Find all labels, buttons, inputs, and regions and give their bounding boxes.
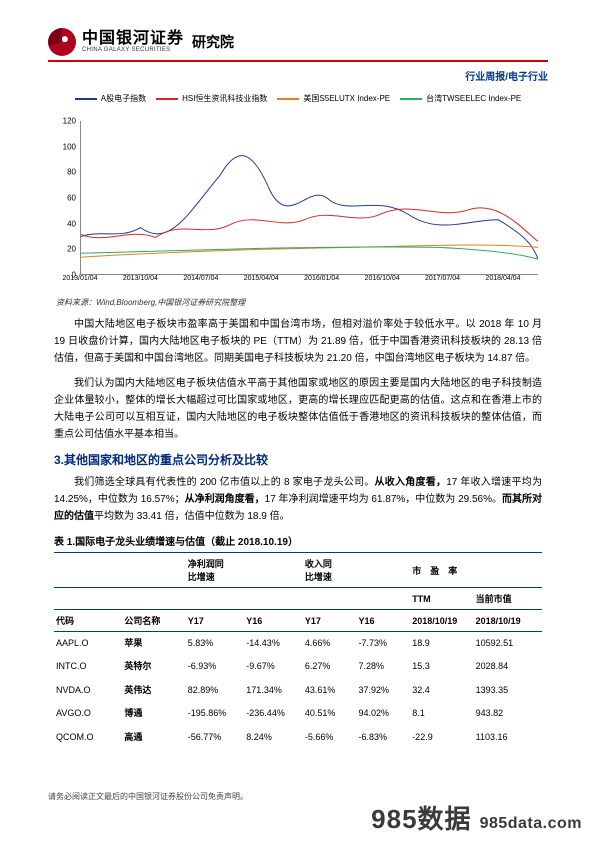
company-name-en: CHINA GALAXY SECURITIES	[82, 47, 184, 53]
footer-brand-en: 985data.com	[480, 815, 582, 833]
chart-svg	[81, 121, 538, 274]
th-group: 市 盈 率	[410, 553, 542, 588]
disclaimer: 请务必阅读正文最后的中国银河证券股份公司免责声明。	[48, 791, 248, 802]
y-tick: 20	[67, 245, 76, 254]
th-sub: 当前市值	[474, 588, 542, 610]
logo-text: 中国银河证券 CHINA GALAXY SECURITIES	[82, 31, 184, 53]
paragraph-3: 我们筛选全球具有代表性的 200 亿市值以上的 8 家电子龙头公司。从收入角度看…	[54, 474, 542, 525]
y-tick: 60	[67, 194, 76, 203]
x-tick: 2014/07/04	[183, 275, 218, 293]
legend-item: A股电子指数	[75, 93, 146, 104]
page-header: 中国银河证券 CHINA GALAXY SECURITIES 研究院	[48, 28, 548, 62]
series-a	[81, 156, 538, 260]
th-c2: Y16	[244, 610, 303, 632]
x-tick: 2016/01/04	[304, 275, 339, 293]
legend-item: 美国S5ELUTX Index-PE	[277, 93, 390, 104]
legend-label: A股电子指数	[101, 93, 146, 104]
y-tick: 100	[63, 142, 76, 151]
table-header-row-1: 净利润同比增速 收入同比增速 市 盈 率	[54, 553, 542, 588]
x-tick: 2013/01/04	[62, 275, 97, 293]
th-c5: 2018/10/19	[410, 610, 473, 632]
table-row: NVDA.O英伟达82.89%171.34%43.61%37.92%32.413…	[54, 678, 542, 701]
p3-m2: 17 年净利润增速平均为 61.87%，中位数为 29.56%。	[265, 494, 502, 505]
legend-label: 美国S5ELUTX Index-PE	[303, 93, 390, 104]
y-axis: 120 100 80 60 40 20 0	[56, 121, 76, 275]
p3-end: 平均数为 33.41 倍，估值中位数为 18.9 倍。	[94, 511, 290, 522]
paragraph-2: 我们认为国内大陆地区电子板块估值水平高于其他国家或地区的原因主要是国内大陆地区的…	[54, 375, 542, 443]
p3-pre: 我们筛选全球具有代表性的 200 亿市值以上的 8 家电子龙头公司。	[74, 477, 375, 488]
th-sub: TTM	[410, 588, 473, 610]
table-caption: 表 1.国际电子龙头业绩增速与估值（截止 2018.10.19）	[54, 533, 542, 548]
data-table: 净利润同比增速 收入同比增速 市 盈 率 TTM 当前市值 代码 公司名称 Y1…	[54, 552, 542, 749]
plot-area	[80, 121, 538, 275]
table-row: AAPL.O苹果5.83%-14.43%4.66%-7.73%18.910592…	[54, 632, 542, 655]
chart-legend: A股电子指数 HSI恒生资讯科技业指数 美国S5ELUTX Index-PE 台…	[56, 93, 540, 104]
x-tick: 2015/04/04	[244, 275, 279, 293]
paragraph-1: 中国大陆地区电子板块市盈率高于美国和中国台湾市场，但相对溢价率处于较低水平。以 …	[54, 316, 542, 367]
institute-label: 研究院	[192, 32, 234, 52]
th-c1: Y17	[186, 610, 245, 632]
logo-swirl-icon	[48, 28, 76, 56]
x-tick: 2013/10/04	[123, 275, 158, 293]
y-tick: 40	[67, 219, 76, 228]
th-name: 公司名称	[122, 610, 185, 632]
th-blank	[122, 553, 185, 588]
legend-label: 台湾TWSEELEC Index-PE	[426, 93, 521, 104]
table-body: AAPL.O苹果5.83%-14.43%4.66%-7.73%18.910592…	[54, 632, 542, 749]
legend-swatch	[400, 98, 422, 100]
table-header-row-2: 代码 公司名称 Y17 Y16 Y17 Y16 2018/10/19 2018/…	[54, 610, 542, 632]
th-c6: 2018/10/19	[474, 610, 542, 632]
table-row: INTC.O英特尔-6.93%-9.67%6.27%7.28%15.32028.…	[54, 655, 542, 678]
section-title: 3.其他国家和地区的重点公司分析及比较	[54, 451, 542, 468]
legend-swatch	[156, 98, 178, 100]
legend-swatch	[277, 98, 299, 100]
doc-type: 行业周报/电子行业	[48, 68, 548, 83]
table-header-row-1b: TTM 当前市值	[54, 588, 542, 610]
th-group: 净利润同比增速	[186, 553, 303, 588]
footer-brand: 985数据 985data.com	[371, 799, 582, 836]
y-tick: 120	[63, 117, 76, 126]
table-row: AVGO.O博通-195.86%-236.44%40.51%94.02%8.19…	[54, 702, 542, 725]
y-tick: 80	[67, 168, 76, 177]
x-axis: 2013/01/04 2013/10/04 2014/07/04 2015/04…	[80, 275, 538, 293]
th-blank	[54, 553, 122, 588]
legend-item: 台湾TWSEELEC Index-PE	[400, 93, 521, 104]
x-tick: 2018/04/04	[485, 275, 520, 293]
company-name-cn: 中国银河证券	[82, 31, 184, 47]
legend-swatch	[75, 98, 97, 100]
table-row: QCOM.O高通-56.77%8.24%-5.66%-6.83%-22.9110…	[54, 725, 542, 748]
legend-label: HSI恒生资讯科技业指数	[182, 93, 267, 104]
x-tick: 2017/07/04	[425, 275, 460, 293]
th-code: 代码	[54, 610, 122, 632]
chart-source: 资料来源：Wind,Bloomberg,中国银河证券研究院整理	[56, 297, 540, 308]
th-c4: Y16	[357, 610, 411, 632]
th-group: 收入同比增速	[303, 553, 410, 588]
footer-brand-cn: 985数据	[371, 799, 471, 836]
p3-b2: 从净利润角度看，	[185, 494, 265, 505]
th-c3: Y17	[303, 610, 357, 632]
pe-chart: A股电子指数 HSI恒生资讯科技业指数 美国S5ELUTX Index-PE 台…	[56, 93, 540, 293]
p3-b1: 从收入角度看，	[375, 477, 447, 488]
series-hsi	[81, 208, 538, 242]
x-tick: 2016/10/04	[365, 275, 400, 293]
legend-item: HSI恒生资讯科技业指数	[156, 93, 267, 104]
